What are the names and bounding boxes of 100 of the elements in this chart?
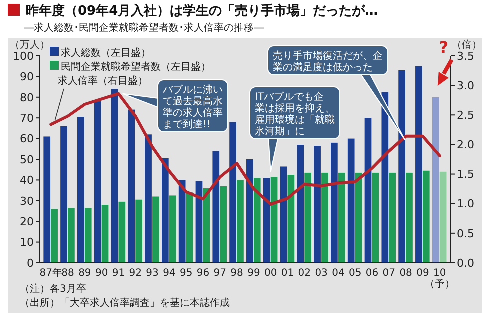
y-tick-label: 20 (20, 215, 34, 228)
bar (270, 177, 278, 263)
bar (280, 166, 288, 263)
x-tick-label: 95 (180, 268, 193, 279)
bar (94, 102, 102, 263)
x-tick-label: 89 (78, 268, 92, 279)
y-tick-label: 100 (13, 50, 34, 63)
bar (145, 134, 152, 263)
y-tick-label: 60 (20, 132, 34, 146)
bar (169, 196, 176, 263)
annotation: ? (439, 38, 449, 57)
y2-tick-label: 0.0 (457, 256, 474, 270)
y-tick-label: 80 (20, 91, 34, 104)
x-tick-label: 96 (196, 268, 210, 279)
y-tick-label: 50 (20, 153, 34, 166)
bar (263, 178, 270, 263)
bar (162, 158, 169, 263)
bar (136, 200, 142, 263)
bar (203, 188, 210, 263)
annotation: バブルに沸いて過去最高水準の求人倍率まで到達!! (162, 84, 223, 130)
bar (77, 117, 84, 263)
bar (348, 138, 355, 263)
y-tick-label: 70 (20, 112, 34, 125)
bar (422, 170, 430, 263)
legend-label: 民間企業就職希望者数（左目盛） (61, 61, 211, 73)
text: （注）各3月卒 (20, 283, 86, 295)
y-tick-label: 90 (20, 70, 34, 84)
x-tick-label: 87年 (40, 267, 62, 279)
x-tick-label: 88 (62, 268, 74, 279)
bar (338, 172, 346, 263)
x-tick-label: 94 (163, 268, 176, 279)
bar (60, 126, 68, 263)
y2-tick-label: 3.0 (457, 79, 474, 92)
y-axis-title: （万人） (10, 40, 50, 51)
bar (416, 66, 422, 263)
bar (44, 136, 51, 263)
bar (102, 205, 109, 263)
bar (288, 175, 295, 263)
chart-title: 昨年度（09年4月入社）は学生の「売り手市場」だったが… (26, 3, 378, 19)
legend-label: 求人総数（左目盛） (61, 47, 151, 59)
bar (220, 186, 227, 263)
bar (68, 208, 75, 263)
y2-tick-label: 1.0 (457, 198, 474, 211)
y2-tick-label: 2.5 (457, 108, 474, 122)
bar (51, 209, 58, 263)
x-tick-label: 92 (129, 268, 142, 279)
bar (246, 160, 254, 263)
bar (382, 92, 389, 263)
y-tick-label: 40 (20, 174, 34, 188)
x-tick-label: 05 (348, 268, 362, 279)
bar (398, 70, 406, 263)
bar (406, 172, 413, 263)
y2-tick-label: 1.5 (457, 168, 474, 182)
chart-subtitle: ―求人総数･民間企業就職希望者数･求人倍率の推移― (24, 22, 264, 34)
x-tick-label: 93 (146, 268, 159, 279)
bar (128, 110, 136, 263)
bar (111, 89, 118, 263)
bar (152, 196, 160, 263)
x-tick-label: 99 (248, 268, 260, 279)
annotation: 売り手市場復活だが、企業の満足度は低かった (273, 50, 383, 74)
bar (254, 178, 261, 263)
bar (314, 146, 321, 263)
bar (230, 122, 236, 263)
y2-tick-label: 0.5 (457, 227, 474, 240)
bar (196, 181, 203, 263)
bar (186, 192, 194, 263)
annotation: ITバブルでも企業は採用を抑え、雇用環境は「就職氷河期」に (255, 91, 335, 138)
bar (237, 180, 244, 263)
x-tick-label: 03 (315, 268, 328, 279)
bar (212, 151, 220, 263)
bar (297, 145, 304, 263)
text: （出所）「大卒求人倍率調査」を基に本誌作成 (20, 297, 230, 309)
bar (118, 202, 126, 263)
x-tick-label: 91 (112, 268, 126, 279)
bar (364, 118, 372, 263)
y-tick-label: 10 (20, 236, 34, 250)
bar (372, 172, 380, 263)
x-tick-label: 09 (416, 268, 430, 279)
bar (355, 172, 362, 263)
x-tick-label: 00 (264, 268, 278, 279)
bar (432, 97, 440, 263)
bar (84, 208, 92, 263)
series-label: 求人倍率（右目盛） (58, 75, 148, 87)
x-tick-label: 06 (366, 268, 379, 279)
x-tick-label: 07 (382, 268, 396, 279)
x-tick-label: 02 (298, 268, 312, 279)
x-tick-label: 98 (230, 268, 244, 279)
bar (322, 172, 328, 263)
x-tick-label: 08 (400, 268, 412, 279)
y-tick-label: 0 (27, 256, 34, 270)
y-tick-label: 30 (20, 194, 34, 208)
x-tick-label: 90 (95, 268, 108, 279)
bar (331, 142, 338, 263)
bar (389, 172, 396, 263)
x-tick-label: 01 (281, 268, 294, 279)
bar (440, 172, 447, 263)
y2-axis-title: （倍） (452, 39, 482, 51)
x-tick-label: 97 (214, 268, 227, 279)
x-tick-label: 04 (332, 268, 345, 279)
y2-tick-label: 2.0 (457, 138, 474, 152)
